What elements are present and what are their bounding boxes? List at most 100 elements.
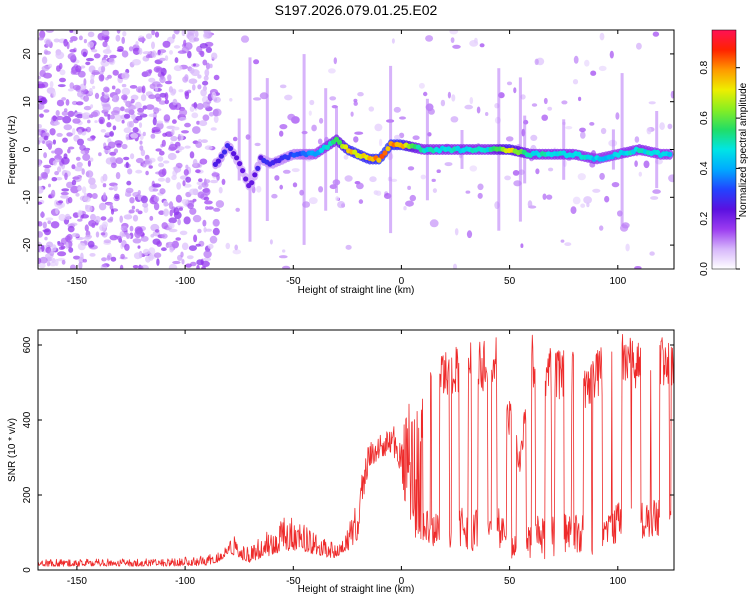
- noise-cell: [153, 107, 160, 114]
- noise-cell: [60, 194, 69, 199]
- noise-cell: [158, 100, 167, 105]
- noise-cell: [201, 260, 210, 267]
- noise-cell: [71, 164, 76, 170]
- noise-cell: [197, 84, 202, 90]
- noise-cell: [279, 124, 288, 130]
- noise-cell: [90, 111, 98, 118]
- noise-cell: [134, 230, 142, 239]
- noise-cell: [75, 101, 84, 106]
- noise-cell: [71, 232, 80, 238]
- streak-cell: [248, 57, 252, 242]
- noise-cell: [168, 86, 173, 93]
- noise-cell: [80, 252, 84, 261]
- noise-cell: [87, 31, 95, 38]
- noise-cell: [51, 150, 56, 154]
- noise-cell: [110, 162, 117, 169]
- noise-cell: [41, 65, 50, 72]
- noise-cell: [91, 222, 96, 228]
- noise-cell: [580, 131, 586, 139]
- noise-cell: [51, 177, 58, 182]
- noise-cell: [55, 177, 63, 181]
- noise-cell: [185, 176, 192, 183]
- noise-cell: [109, 234, 118, 241]
- ridge-cell: [352, 149, 358, 155]
- noise-cell: [115, 157, 124, 165]
- noise-cell: [197, 74, 202, 79]
- noise-cell: [83, 95, 89, 102]
- noise-cell: [309, 99, 315, 106]
- noise-cell: [319, 117, 324, 124]
- noise-cell: [71, 179, 77, 186]
- noise-cell: [80, 65, 86, 69]
- ridge-cell: [227, 145, 234, 152]
- noise-cell: [670, 90, 674, 99]
- noise-cell: [82, 128, 88, 132]
- noise-cell: [192, 84, 196, 91]
- noise-cell: [112, 95, 120, 103]
- noise-cell: [61, 188, 70, 192]
- noise-cell: [202, 80, 209, 86]
- noise-cell: [42, 140, 46, 145]
- noise-cell: [103, 192, 107, 200]
- noise-cell: [440, 99, 446, 107]
- noise-cell: [394, 134, 401, 140]
- noise-cell: [128, 46, 134, 52]
- snr-y-tick-label: 600: [22, 336, 33, 353]
- noise-cell: [82, 236, 91, 240]
- noise-cell: [193, 63, 196, 67]
- noise-cell: [89, 253, 96, 257]
- noise-cell: [198, 178, 203, 183]
- noise-cell: [66, 233, 73, 241]
- noise-cell: [83, 78, 87, 86]
- ridge-cell: [212, 161, 218, 167]
- noise-cell: [82, 258, 88, 263]
- noise-cell: [127, 168, 133, 175]
- noise-cell: [412, 135, 420, 140]
- noise-cell: [139, 145, 144, 151]
- noise-cell: [218, 186, 223, 194]
- noise-cell: [590, 70, 597, 76]
- noise-cell: [46, 143, 51, 148]
- noise-cell: [50, 189, 56, 198]
- noise-cell: [125, 161, 129, 169]
- noise-cell: [184, 91, 190, 100]
- noise-cell: [102, 173, 108, 182]
- noise-cell: [209, 235, 218, 244]
- noise-cell: [82, 51, 88, 58]
- noise-cell: [109, 131, 114, 137]
- noise-cell: [51, 258, 56, 263]
- noise-cell: [353, 136, 359, 143]
- snr-x-tick-label: -50: [286, 576, 301, 587]
- noise-cell: [232, 249, 242, 255]
- noise-cell: [94, 92, 100, 99]
- noise-cell: [159, 150, 165, 156]
- noise-cell: [92, 85, 96, 90]
- noise-cell: [59, 77, 66, 83]
- noise-cell: [447, 91, 451, 99]
- noise-cell: [98, 116, 105, 125]
- noise-cell: [599, 32, 605, 41]
- noise-cell: [156, 258, 160, 266]
- noise-cell: [196, 103, 204, 110]
- noise-cell: [121, 72, 130, 80]
- noise-cell: [104, 36, 109, 43]
- noise-cell: [212, 227, 220, 236]
- noise-cell: [172, 126, 180, 131]
- spectrogram-title: S197.2026.079.01.25.E02: [275, 2, 438, 18]
- noise-cell: [38, 221, 43, 227]
- noise-cell: [652, 189, 661, 194]
- ridge-cell: [218, 153, 224, 159]
- noise-cell: [163, 200, 169, 208]
- noise-cell: [106, 45, 110, 53]
- noise-cell: [132, 265, 139, 269]
- noise-cell: [124, 243, 130, 251]
- noise-cell: [121, 36, 125, 45]
- noise-cell: [211, 52, 218, 60]
- noise-cell: [181, 30, 186, 37]
- noise-cell: [44, 50, 51, 55]
- noise-cell: [203, 187, 211, 196]
- noise-cell: [72, 84, 81, 91]
- noise-cell: [121, 143, 128, 150]
- noise-cell: [428, 108, 435, 115]
- noise-cell: [177, 50, 187, 54]
